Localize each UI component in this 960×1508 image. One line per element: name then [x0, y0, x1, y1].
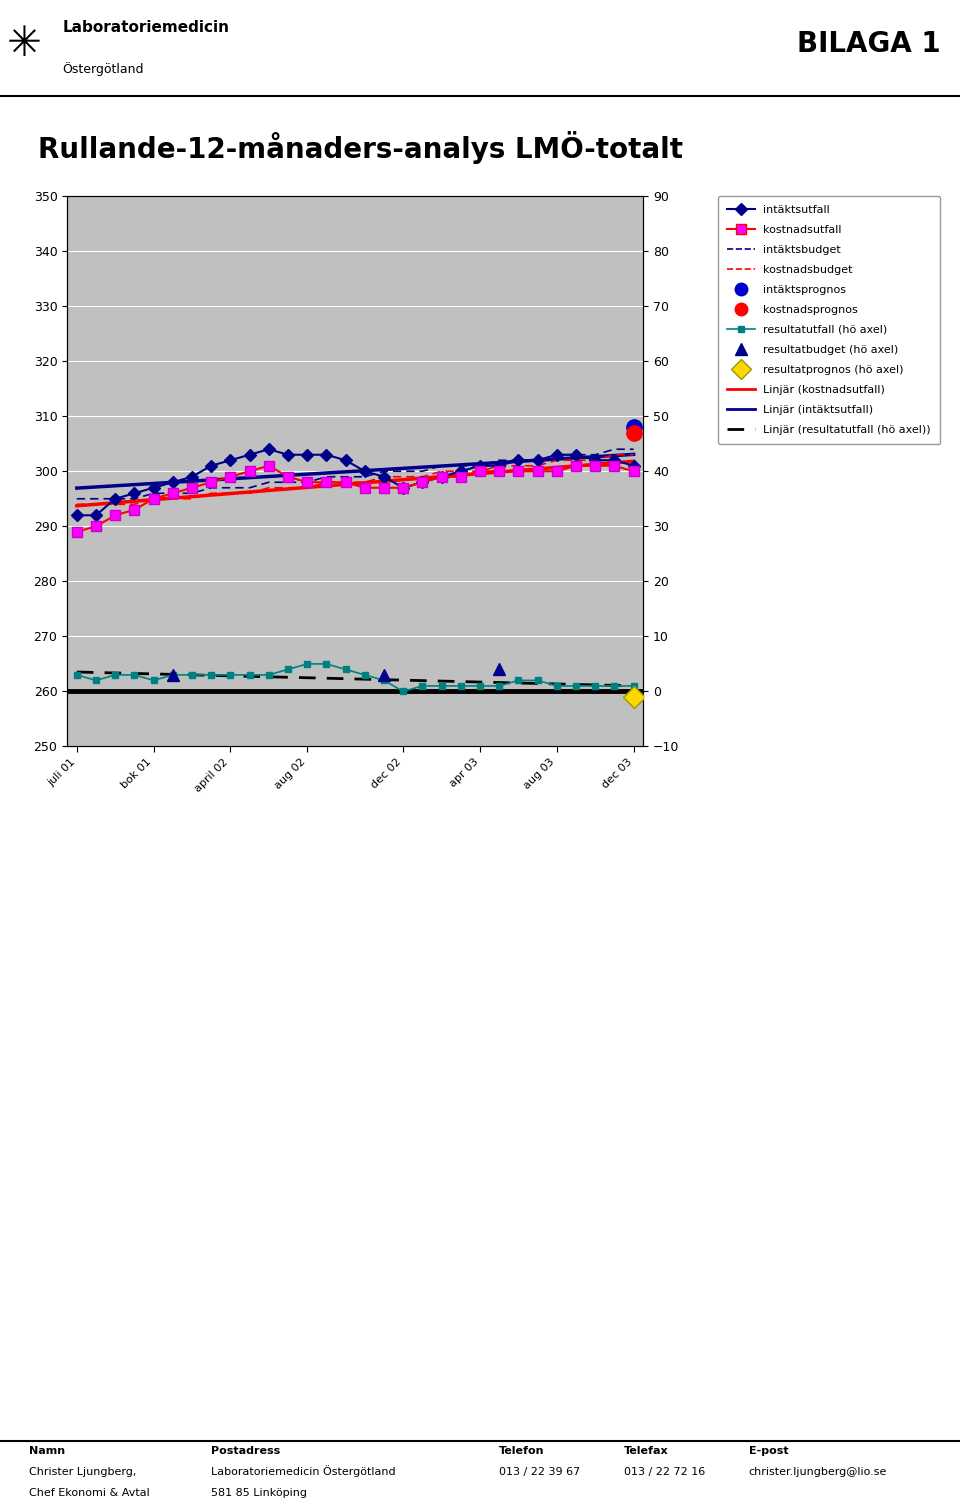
Text: Telefon: Telefon [499, 1446, 544, 1455]
Text: 013 / 22 72 16: 013 / 22 72 16 [624, 1467, 706, 1478]
Legend: intäktsutfall, kostnadsutfall, intäktsbudget, kostnadsbudget, intäktsprognos, ko: intäktsutfall, kostnadsutfall, intäktsbu… [718, 196, 940, 443]
Text: Telefax: Telefax [624, 1446, 668, 1455]
Text: ✳: ✳ [7, 23, 41, 65]
Text: Namn: Namn [29, 1446, 65, 1455]
Text: E-post: E-post [749, 1446, 788, 1455]
Text: Christer Ljungberg,: Christer Ljungberg, [29, 1467, 136, 1478]
Text: Östergötland: Östergötland [62, 62, 144, 75]
Text: christer.ljungberg@lio.se: christer.ljungberg@lio.se [749, 1467, 887, 1478]
Text: Laboratoriemedicin: Laboratoriemedicin [62, 20, 229, 35]
Text: BILAGA 1: BILAGA 1 [797, 30, 941, 59]
Text: 581 85 Linköping: 581 85 Linköping [211, 1488, 307, 1497]
Text: Chef Ekonomi & Avtal: Chef Ekonomi & Avtal [29, 1488, 150, 1497]
Text: Postadress: Postadress [211, 1446, 280, 1455]
Text: Rullande-12-månaders-analys LMÖ-totalt: Rullande-12-månaders-analys LMÖ-totalt [38, 131, 684, 164]
Text: 013 / 22 39 67: 013 / 22 39 67 [499, 1467, 581, 1478]
Text: Laboratoriemedicin Östergötland: Laboratoriemedicin Östergötland [211, 1466, 396, 1478]
